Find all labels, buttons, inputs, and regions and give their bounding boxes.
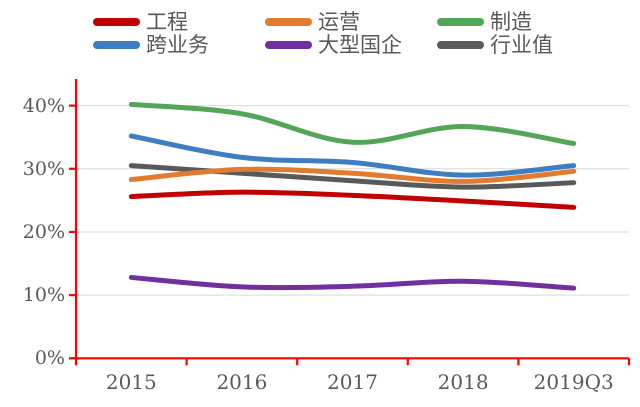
x-axis-tick-label-2: 2017: [327, 370, 378, 394]
legend-label: 行业值: [490, 32, 553, 57]
legend-swatch-icon: [437, 41, 484, 49]
legend-swatch-icon: [265, 41, 312, 49]
y-axis-tick-label-3: 30%: [22, 157, 65, 180]
legend-item-4: 大型国企: [265, 34, 402, 56]
legend-item-5: 行业值: [437, 34, 553, 56]
legend-label: 运营: [318, 9, 360, 34]
legend-item-3: 跨业务: [93, 34, 209, 56]
legend-item-1: 运营: [265, 11, 360, 33]
series-line-1: [128, 166, 577, 184]
legend-label: 跨业务: [146, 32, 209, 57]
legend-label: 大型国企: [318, 32, 402, 57]
x-axis-tick-label-1: 2016: [216, 370, 268, 394]
x-axis-tick-label-3: 2018: [437, 370, 489, 394]
y-axis-tick-label-4: 40%: [22, 94, 65, 117]
legend-swatch-icon: [93, 41, 140, 49]
series-line-0: [128, 189, 577, 210]
x-axis-tick-label-0: 2015: [105, 370, 157, 394]
x-axis-tick-label-4: 2019Q3: [533, 370, 614, 394]
legend-item-2: 制造: [437, 11, 532, 33]
legend-label: 工程: [146, 9, 188, 34]
series-line-2: [128, 101, 577, 147]
legend-label: 制造: [490, 9, 532, 34]
legend-swatch-icon: [93, 18, 140, 26]
legend-swatch-icon: [437, 18, 484, 26]
y-axis-tick-label-0: 0%: [34, 347, 65, 370]
series-line-3: [128, 133, 577, 178]
legend-item-0: 工程: [93, 11, 188, 33]
y-axis-tick-label-2: 20%: [22, 220, 65, 243]
series-line-4: [128, 274, 577, 291]
legend-swatch-icon: [265, 18, 312, 26]
y-axis-tick-label-1: 10%: [22, 284, 65, 307]
